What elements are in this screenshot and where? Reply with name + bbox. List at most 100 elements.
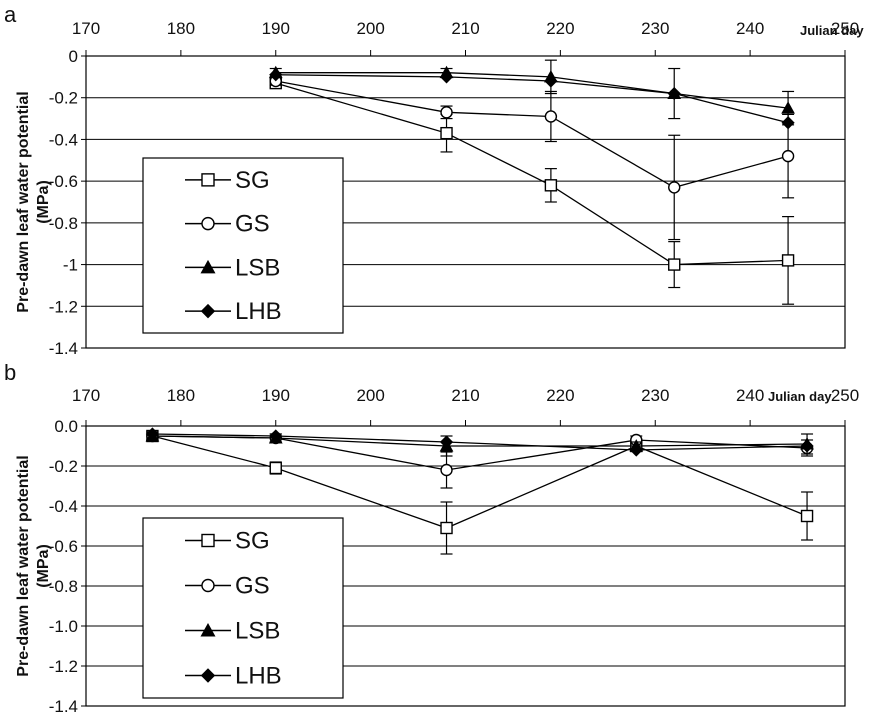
panel-b-series-lhb [145, 427, 814, 457]
panel-b-legend-label-lhb: LHB [235, 663, 282, 690]
panel-b-data-point-sg [269, 461, 282, 475]
panel-b-series-line-lsb [152, 435, 808, 447]
panel-b-x-tick-label: 230 [641, 386, 669, 405]
panel-b-x-tick-label: 200 [356, 386, 384, 405]
panel-a-y-axis-label-line1: Pre-dawn leaf water potential [15, 91, 32, 312]
panel-b-legend: SG GS LSB LHB [142, 517, 344, 699]
panel-b-legend-marker-lhb [200, 668, 216, 683]
panel-a-data-point-gs [544, 110, 558, 123]
panel-b-x-tick-label: 170 [72, 386, 100, 405]
panel-a-data-point-sg [668, 258, 681, 271]
panel-a-y-tick-label: 0 [69, 47, 78, 66]
panel-b-data-point-gs [440, 463, 453, 477]
panel-b-legend-label-sg: SG [235, 528, 270, 555]
panel-b-series-line-lhb [152, 433, 808, 451]
panel-a-legend-marker-lsb [200, 259, 216, 274]
panel-a-data-point-gs [781, 149, 795, 163]
panel-a-data-point-lhb [781, 116, 795, 130]
panel-a-series-lhb [269, 68, 795, 130]
panel-a-legend-label-sg: SG [235, 167, 270, 194]
panel-a-legend: SG GS LSB LHB [142, 157, 344, 334]
panel-a-series-line-gs [275, 80, 789, 189]
panel-a-data-point-lhb [439, 70, 454, 84]
panel-b-legend-marker-sg [201, 533, 215, 548]
panel-a-y-tick-label: -1.4 [49, 339, 78, 358]
panel-b-chart: 0.0 -0.2 -0.4 -0.6 -0.8 -1.0 -1.2 -1.4 170 180 190… [15, 386, 859, 713]
panel-b-data-point-lhb [629, 443, 643, 457]
panel-a-data-point-lhb [667, 86, 681, 101]
panel-b-y-axis-label-line2: (MPa) [35, 544, 52, 588]
panel-a-x-tick-label: 210 [451, 19, 479, 38]
panel-a-series-gs [269, 74, 795, 241]
panel-a-legend-label-gs: GS [235, 211, 270, 238]
panel-b-data-point-lhb [800, 439, 814, 453]
panel-b-x-axis-label: Julian day [768, 389, 832, 404]
panel-a-x-tick-label: 170 [72, 19, 100, 38]
panel-a-legend-box [142, 157, 344, 334]
panel-a-y-tick-label: -1.2 [49, 297, 78, 316]
panel-a-chart: 0 -0.2 -0.4 -0.6 -0.8 -1 -1.2 -1.4 170 180 190 200 2… [15, 19, 864, 358]
panel-a-legend-marker-lhb [200, 303, 216, 319]
panel-a-x-tick-label: 230 [641, 19, 669, 38]
panel-b-data-point-sg [440, 521, 453, 535]
panel-b-legend-label-gs: GS [235, 573, 270, 600]
panel-a-data-point-lsb [781, 101, 795, 114]
panel-a-y-axis-label-line2: (MPa) [35, 180, 52, 224]
panel-b-y-axis-label: Pre-dawn leaf water potential (MPa) [15, 455, 52, 676]
panel-a-y-tick-label: -1 [63, 256, 78, 275]
panel-b-y-tick-label: 0.0 [54, 417, 78, 436]
panel-b-y-tick-label: -0.4 [49, 497, 78, 516]
panel-a-x-tick-label: 200 [356, 19, 384, 38]
panel-a-x-tick-label: 190 [262, 19, 290, 38]
panel-a-x-axis-label: Julian day [800, 23, 864, 38]
panel-b-data-point-lhb [269, 429, 283, 443]
panel-b-legend-label-lsb: LSB [235, 618, 280, 645]
panel-b-y-axis-label-line1: Pre-dawn leaf water potential [15, 455, 32, 676]
panel-b-series-line-sg [152, 435, 808, 529]
panel-a-y-tick-label: -0.8 [49, 214, 78, 233]
panel-a-x-tick-label: 220 [546, 19, 574, 38]
panel-b-series-lsb [145, 429, 814, 457]
panel-a-series-sg [269, 76, 795, 305]
panel-a-legend-marker-sg [201, 173, 215, 187]
panel-a-y-tick-label: -0.2 [49, 89, 78, 108]
panel-b-legend-marker-lsb [200, 623, 216, 637]
panel-a-x-tick-label: 180 [167, 19, 195, 38]
panel-b-data-point-sg [800, 509, 814, 523]
panel-b-series-line-gs [152, 435, 808, 471]
panel-b-legend-marker-gs [201, 578, 215, 593]
panel-a-y-tick-label: -0.6 [49, 172, 78, 191]
panel-b-y-tick-label: -1.4 [49, 697, 78, 713]
panel-a-data-point-gs [440, 106, 453, 119]
panel-a-x-tick-label: 240 [736, 19, 764, 38]
panel-a-y-tick-label: -0.4 [49, 130, 78, 149]
panel-a-legend-label-lhb: LHB [235, 298, 282, 325]
panel-a-data-point-lhb [269, 68, 283, 82]
panel-a-y-axis-label: Pre-dawn leaf water potential (MPa) [15, 91, 52, 312]
panel-a-data-point-sg [440, 126, 453, 140]
panel-b-x-tick-label: 240 [736, 386, 764, 405]
panel-b-x-tick-label: 180 [167, 386, 195, 405]
panel-label-a: a [4, 2, 17, 27]
panel-b-x-tick-label: 190 [262, 386, 290, 405]
panel-label-b: b [4, 360, 16, 385]
panel-a-legend-label-lsb: LSB [235, 254, 280, 281]
panel-b-y-tick-label: -0.8 [49, 577, 78, 596]
panel-a-series-line-sg [275, 82, 789, 266]
panel-b-legend-box [142, 517, 344, 699]
panel-a-x-tick-label: 250 [831, 19, 859, 38]
panel-a-data-point-lhb [544, 74, 558, 88]
panel-b-y-tick-label: -0.6 [49, 537, 78, 556]
panel-b-y-tick-label: -1.2 [49, 657, 78, 676]
panel-a-data-point-gs [668, 181, 681, 194]
panel-b-x-tick-label: 220 [546, 386, 574, 405]
panel-b-data-point-lhb [145, 427, 160, 441]
panel-b-y-tick-label: -0.2 [49, 457, 78, 476]
panel-b-y-tick-label: -1.0 [49, 617, 78, 636]
panel-b-data-point-lhb [439, 435, 454, 449]
panel-b-x-tick-label: 250 [831, 386, 859, 405]
panel-b-series-gs [146, 429, 814, 489]
panel-b-x-tick-label: 210 [451, 386, 479, 405]
panel-a-data-point-sg [544, 179, 558, 192]
